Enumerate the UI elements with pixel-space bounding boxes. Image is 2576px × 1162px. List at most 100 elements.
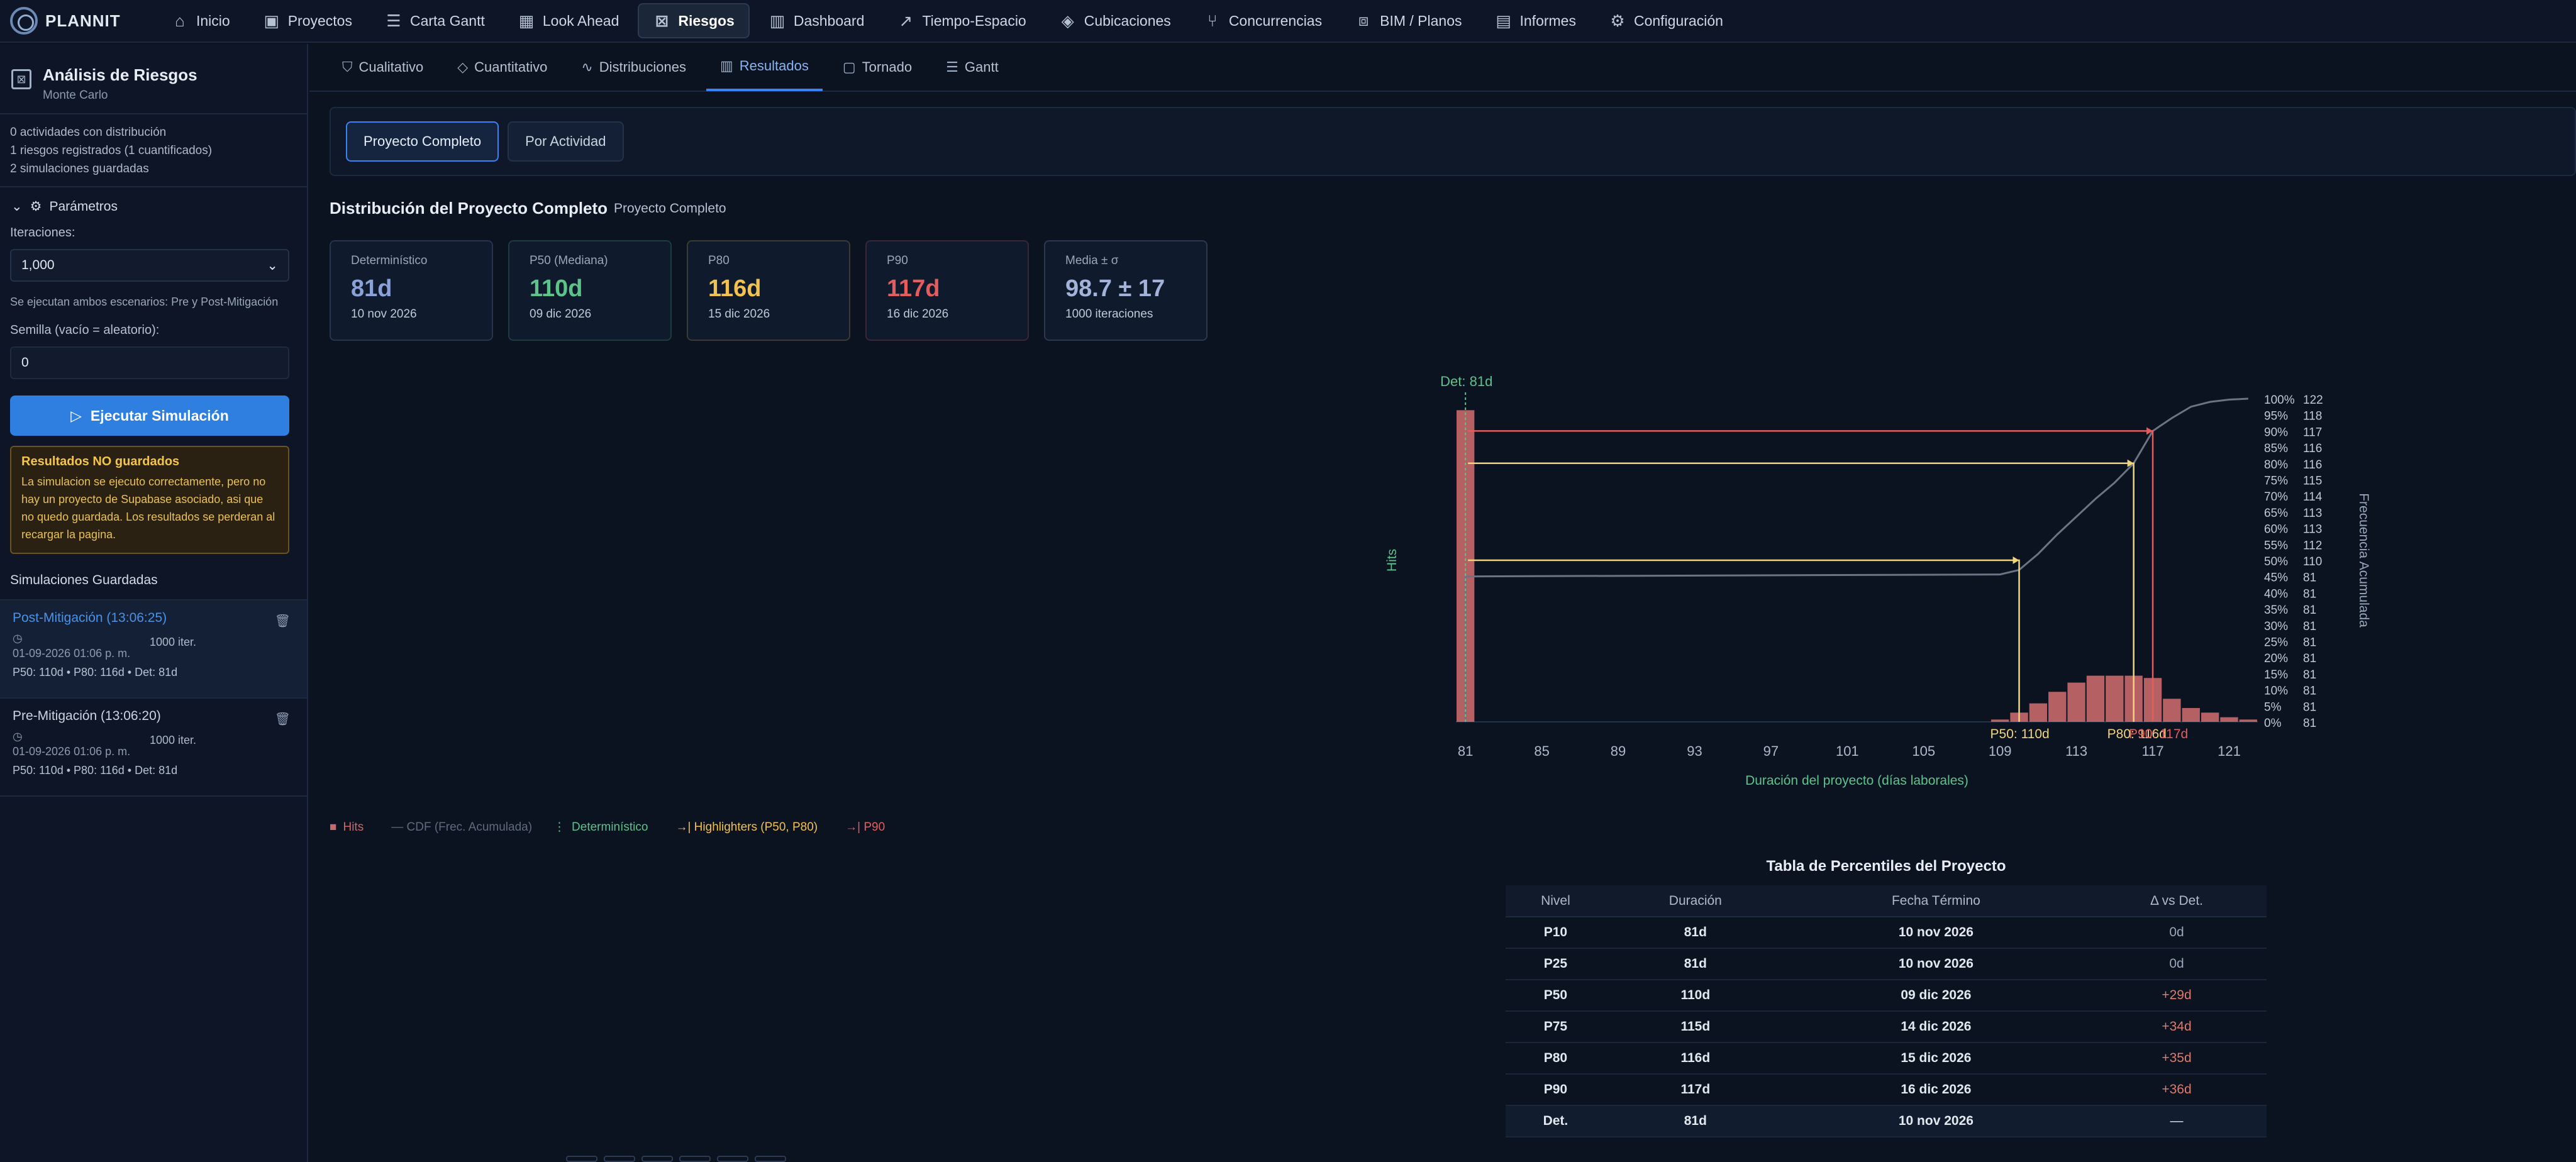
simulation-date: ◷ 01-09-2026 01:06 p. m.	[13, 729, 294, 759]
nav-item-label: BIM / Planos	[1380, 12, 1462, 29]
legend-item[interactable]: →| P90	[839, 821, 885, 834]
nav-item-cubicaciones[interactable]: ◈ Cubicaciones	[1045, 3, 1185, 38]
bar-chart-icon: ▥	[769, 11, 786, 30]
cdf-level-label: 55%	[2264, 539, 2288, 552]
card-label: Determinístico	[351, 254, 428, 267]
card-date: 1000 iteraciones	[1065, 307, 1153, 321]
nav-item-carta-gantt[interactable]: ☰ Carta Gantt	[371, 3, 499, 38]
saved-simulation-item[interactable]: Post-Mitigación (13:06:25) 1000 iter. ◷ …	[0, 600, 307, 699]
x-tick-label: 93	[1687, 743, 1702, 759]
scope-by-activity-button[interactable]: Por Actividad	[508, 121, 624, 162]
page-button[interactable]	[566, 1156, 597, 1162]
legend-item[interactable]: ■ Hits	[330, 821, 364, 834]
nav-item-informes[interactable]: ▤ Informes	[1481, 3, 1590, 38]
legend-item[interactable]: →| Highlighters (P50, P80)	[669, 821, 818, 834]
cdf-level-label: 30%	[2264, 620, 2288, 633]
tab-resultados[interactable]: ▥ Resultados	[706, 43, 823, 91]
cdf-level-label: 15%	[2264, 668, 2288, 682]
scope-complete-button[interactable]: Proyecto Completo	[346, 121, 499, 162]
seed-label: Semilla (vacío = aleatorio):	[10, 323, 160, 337]
cdf-value-label: 81	[2303, 587, 2316, 600]
legend-item[interactable]: ⋮ Determinístico	[553, 820, 648, 834]
tab-cualitativo[interactable]: ⛉ Cualitativo	[328, 43, 437, 91]
params-toggle[interactable]: ⌄ ⚙ Parámetros	[0, 187, 307, 219]
risk-icon: ⊠	[11, 69, 31, 89]
table-cell: 14 dic 2026	[1785, 1011, 2087, 1043]
simulation-date-text: 01-09-2026 01:06 p. m.	[13, 647, 131, 660]
cdf-value-label: 122	[2303, 394, 2323, 407]
card-label: P80	[708, 254, 730, 267]
seed-input[interactable]: 0	[10, 346, 289, 379]
nav-item-riesgos[interactable]: ⊠ Riesgos	[638, 3, 750, 38]
cdf-value-label: 81	[2303, 652, 2316, 665]
cdf-level-label: 0%	[2264, 717, 2282, 730]
nav-item-proyectos[interactable]: ▣ Proyectos	[249, 3, 366, 38]
run-simulation-button[interactable]: ▷ Ejecutar Simulación	[10, 396, 289, 436]
table-cell: +35d	[2086, 1043, 2267, 1075]
table-cell: 10 nov 2026	[1785, 1105, 2087, 1137]
x-tick-label: 89	[1611, 743, 1626, 759]
legend-label: — CDF (Frec. Acumulada)	[391, 820, 533, 834]
card-label: P90	[887, 254, 908, 267]
cdf-level-label: 100%	[2264, 394, 2295, 407]
nav-item-label: Proyectos	[287, 12, 352, 29]
nav-item-tiempo-espacio[interactable]: ↗ Tiempo-Espacio	[883, 3, 1040, 38]
delete-icon[interactable]: 🗑	[274, 712, 291, 726]
nav-item-concurrencias[interactable]: ⑂ Concurrencias	[1190, 3, 1336, 38]
nav-item-dashboard[interactable]: ▥ Dashboard	[755, 3, 879, 38]
table-cell: 117d	[1605, 1074, 1785, 1106]
nav-item-inicio[interactable]: ⌂ Inicio	[157, 3, 244, 38]
tab-distribuciones[interactable]: ∿ Distribuciones	[567, 43, 700, 91]
square-icon: ▢	[842, 59, 856, 75]
cdf-value-label: 113	[2303, 507, 2322, 520]
legend-label: Hits	[343, 820, 364, 834]
shield-icon: ⛉	[342, 59, 353, 75]
cdf-line	[1464, 397, 2248, 722]
table-row: P90 117d 16 dic 2026 +36d	[1506, 1074, 2267, 1106]
x-tick-label: 109	[1989, 743, 2012, 759]
run-simulation-label: Ejecutar Simulación	[90, 407, 229, 424]
scenario-note: Se ejecutan ambos escenarios: Pre y Post…	[10, 296, 279, 308]
delete-icon[interactable]: 🗑	[274, 614, 291, 628]
cdf-level-label: 25%	[2264, 636, 2288, 650]
card-date: 16 dic 2026	[887, 307, 949, 321]
legend-label: Determinístico	[572, 820, 648, 834]
legend-item[interactable]: — CDF (Frec. Acumulada)	[385, 821, 532, 834]
page-button[interactable]	[679, 1156, 711, 1162]
table-cell: 81d	[1605, 917, 1785, 949]
nav-item-bim-planos[interactable]: ⧈ BIM / Planos	[1341, 3, 1475, 38]
table-cell: P25	[1506, 948, 1606, 980]
page-button[interactable]	[717, 1156, 748, 1162]
iterations-select[interactable]: 1,000 ⌄	[10, 249, 289, 282]
tab-tornado[interactable]: ▢ Tornado	[829, 43, 926, 91]
cdf-level-label: 60%	[2264, 523, 2288, 536]
tab-label: Gantt	[964, 59, 999, 75]
table-header: Fecha Término	[1785, 885, 2087, 917]
cdf-level-label: 80%	[2264, 458, 2288, 472]
chart-legend: ■ Hits — CDF (Frec. Acumulada) ⋮ Determiníst…	[330, 820, 885, 834]
x-tick-label: 117	[2141, 743, 2163, 759]
saved-simulation-item[interactable]: Pre-Mitigación (13:06:20) 1000 iter. ◷ 0…	[0, 699, 307, 797]
cdf-value-label: 81	[2303, 685, 2316, 698]
nav-item-label: Cubicaciones	[1084, 12, 1171, 29]
distribution-title: Distribución del Proyecto Completo	[330, 199, 608, 218]
legend-label: →| Highlighters (P50, P80)	[675, 820, 818, 834]
page-button[interactable]	[641, 1156, 673, 1162]
table-cell: P80	[1506, 1043, 1606, 1075]
page-button[interactable]	[755, 1156, 786, 1162]
nav-item-configuraci-n[interactable]: ⚙ Configuración	[1595, 3, 1737, 38]
table-cell: 81d	[1605, 1105, 1785, 1137]
card-date: 15 dic 2026	[708, 307, 770, 321]
cdf-level-label: 35%	[2264, 604, 2288, 617]
table-cell: 0d	[2086, 948, 2267, 980]
histogram-bar	[2067, 682, 2085, 722]
nav-item-look-ahead[interactable]: ▦ Look Ahead	[504, 3, 633, 38]
tab-label: Distribuciones	[599, 59, 686, 75]
app-logo[interactable]: PLANNIT	[0, 7, 157, 35]
page-button[interactable]	[604, 1156, 635, 1162]
table-cell: +36d	[2086, 1074, 2267, 1106]
stat-card: Media ± σ 98.7 ± 17 1000 iteraciones	[1044, 240, 1208, 341]
tab-cuantitativo[interactable]: ◇ Cuantitativo	[443, 43, 561, 91]
tab-gantt[interactable]: ☰ Gantt	[932, 43, 1013, 91]
